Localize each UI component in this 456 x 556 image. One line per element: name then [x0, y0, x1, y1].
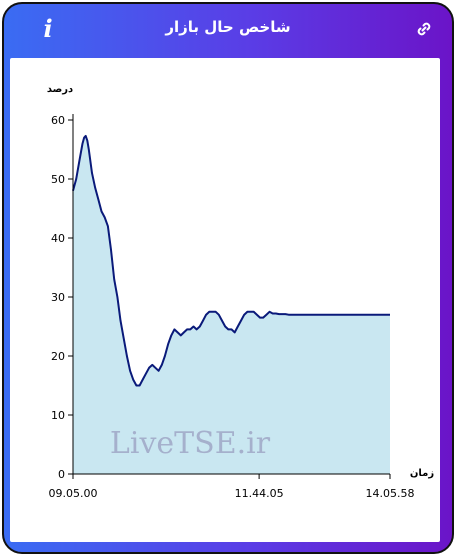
widget-title: شاخص حال بازار: [165, 18, 291, 36]
area-fill: [73, 135, 390, 474]
chart-panel: درصد زمان LiveTSE.ir 0 10 20 30 40 50 60 09.05.0…: [10, 58, 440, 542]
market-index-chart: درصد زمان LiveTSE.ir 0 10 20 30 40 50 60 09.05.0…: [47, 84, 435, 500]
plot-area: LiveTSE.ir 0 10 20 30 40 50 60 09.05.00 11.44.05 1…: [49, 114, 415, 500]
y-tick-label: 60: [51, 114, 65, 127]
x-tick-label: 14.05.58: [366, 487, 415, 500]
y-tick-label: 20: [51, 350, 65, 363]
x-tick-label: 11.44.05: [235, 487, 284, 500]
link-icon[interactable]: [414, 19, 434, 39]
link-icon-glyph: [417, 22, 431, 36]
widget-header: i شاخص حال بازار: [4, 4, 452, 58]
y-tick-label: 30: [51, 291, 65, 304]
x-tick-label: 09.05.00: [49, 487, 98, 500]
x-axis-label: زمان: [410, 468, 434, 479]
y-tick-label: 50: [51, 173, 65, 186]
y-tick-label: 10: [51, 409, 65, 422]
y-tick-label: 0: [58, 468, 65, 481]
y-tick-label: 40: [51, 232, 65, 245]
watermark-text: LiveTSE.ir: [110, 426, 271, 461]
series-line: [72, 134, 390, 387]
y-axis-label: درصد: [47, 84, 73, 95]
info-icon[interactable]: i: [43, 14, 53, 43]
